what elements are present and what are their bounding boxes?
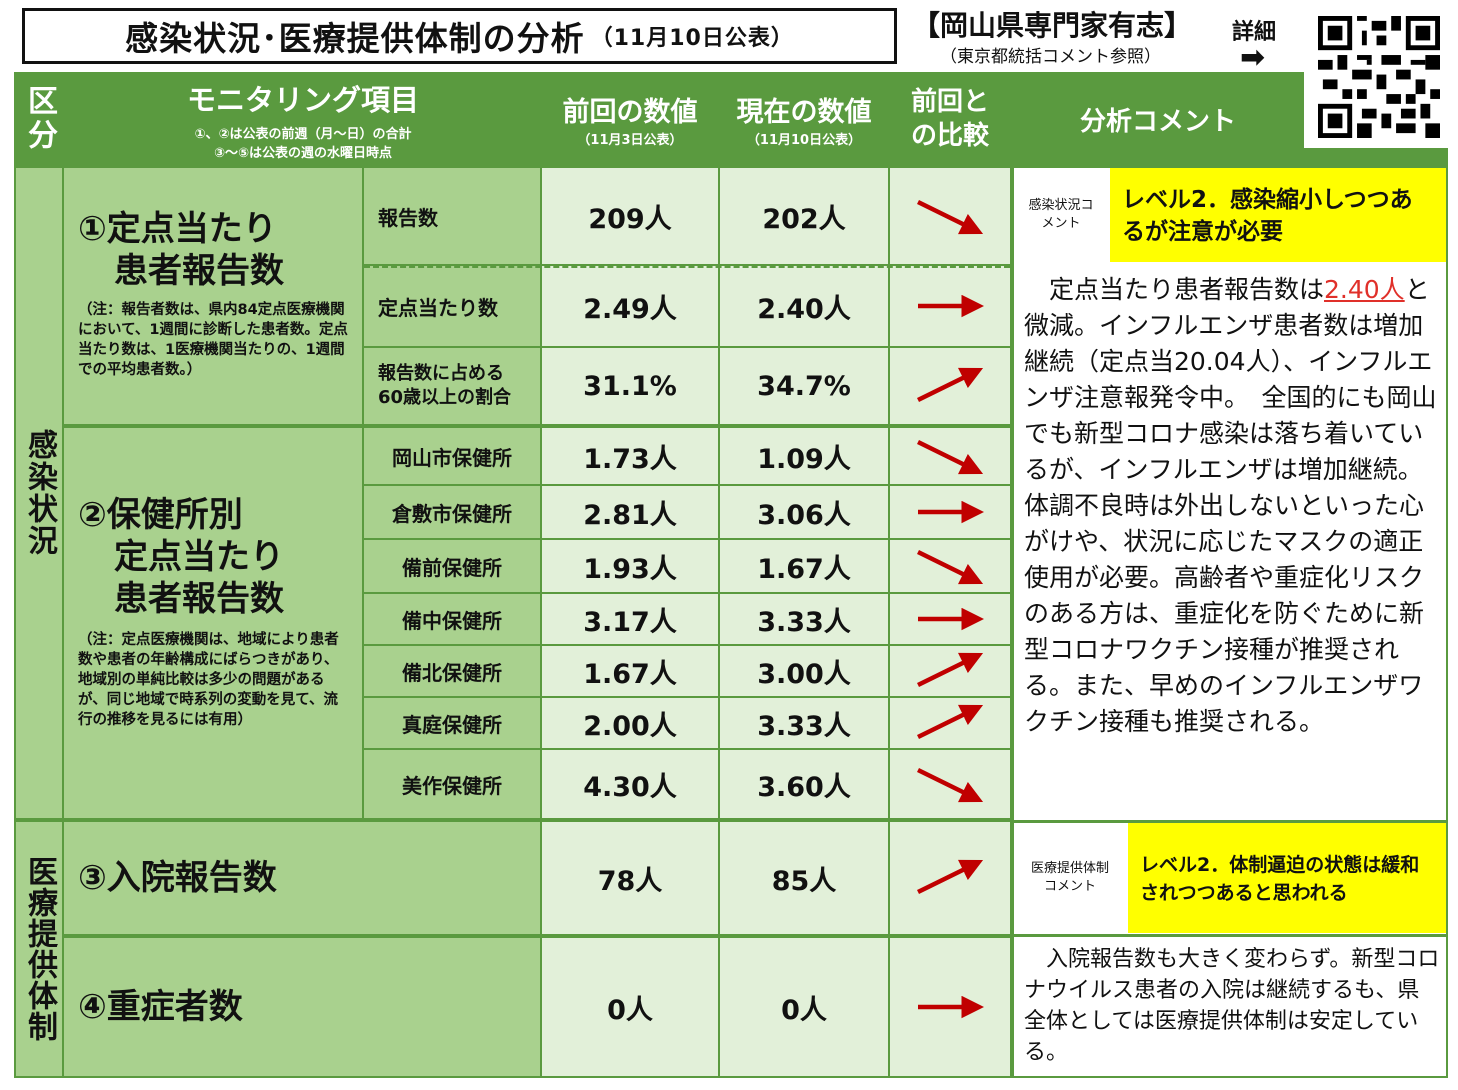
infection-level: レベル2．感染縮小しつつあるが注意が必要 xyxy=(1110,168,1446,262)
prev-value: 78人 xyxy=(542,822,718,934)
row-label: 美作保健所 xyxy=(364,750,540,818)
prev-value: 1.93人 xyxy=(542,540,718,592)
expert-title: 【岡山県専門家有志】 xyxy=(912,9,1193,42)
curr-value: 3.33人 xyxy=(720,594,888,644)
item2-title-line2: 定点当たり xyxy=(114,537,284,577)
trend-arrow-down-icon xyxy=(917,199,984,235)
row-label: 倉敷市保健所 xyxy=(364,486,540,538)
prev-value: 4.30人 xyxy=(542,750,718,818)
prev-value: 2.81人 xyxy=(542,486,718,538)
prev-value: 2.49人 xyxy=(542,266,718,346)
curr-value: 1.09人 xyxy=(720,428,888,484)
infection-comment-label: 感染状況コメント xyxy=(1014,168,1108,262)
curr-value: 34.7% xyxy=(720,348,888,424)
curr-value: 2.40人 xyxy=(720,266,888,346)
row-label: 岡山市保健所 xyxy=(364,428,540,484)
curr-value: 3.60人 xyxy=(720,750,888,818)
trend-arrow-up-icon xyxy=(917,367,984,403)
curr-value: 1.67人 xyxy=(720,540,888,592)
curr-value: 3.33人 xyxy=(720,698,888,748)
prev-value: 2.00人 xyxy=(542,698,718,748)
item4-title: ④重症者数 xyxy=(78,987,243,1027)
item2-title-line1: ②保健所別 xyxy=(78,495,243,535)
trend-arrow-down-icon xyxy=(917,549,984,585)
trend-arrow-down-icon xyxy=(917,767,984,803)
medical-comment-label: 医療提供体制コメント xyxy=(1014,823,1126,933)
item2-note: （注：定点医療機関は、地域により患者数や患者の年齢構成にばらつきがあり、地域別の… xyxy=(78,632,339,728)
item4-block: ④重症者数 xyxy=(64,938,540,1076)
qr-code-icon[interactable] xyxy=(1318,16,1440,138)
medical-comment-text: 入院報告数も大きく変わらず。新型コロナウイルス患者の入院は継続するも、県全体とし… xyxy=(1024,947,1440,1065)
prev-value: 1.67人 xyxy=(542,646,718,696)
trend-arrow-up-icon xyxy=(917,859,984,895)
header-comment: 分析コメント xyxy=(1012,72,1304,166)
item1-title-line2: 患者報告数 xyxy=(114,251,284,291)
prev-value: 3.17人 xyxy=(542,594,718,644)
section-medical: 医療提供体制 xyxy=(16,822,62,1076)
curr-value: 202人 xyxy=(720,168,888,264)
page-title: 感染状況･医療提供体制の分析 （11月10日公表） xyxy=(22,8,897,64)
expert-subtitle: （東京都統括コメント参照） xyxy=(940,47,1161,67)
curr-value: 85人 xyxy=(720,822,888,934)
item2-block: ②保健所別 定点当たり 患者報告数 （注：定点医療機関は、地域により患者数や患者… xyxy=(64,428,362,818)
item3-block: ③入院報告数 xyxy=(64,822,540,934)
row-label: 備北保健所 xyxy=(364,646,540,696)
header-monitoring-item: モニタリング項目 ①、②は公表の前週（月～日）の合計 ③～⑤は公表の週の水曜日時… xyxy=(66,72,540,166)
medical-level: レベル2．体制逼迫の状態は緩和されつつあると思われる xyxy=(1128,823,1446,933)
prev-value: 209人 xyxy=(542,168,718,264)
curr-value: 0人 xyxy=(720,938,888,1076)
header-compare: 前回との比較 xyxy=(890,72,1010,166)
detail-label: 詳細 xyxy=(1232,20,1277,45)
trend-arrow-up-icon xyxy=(917,652,984,688)
arrow-right-icon: ➡ xyxy=(1240,40,1266,75)
item1-block: ①定点当たり 患者報告数 （注：報告者数は、県内84定点医療機関において、1週間… xyxy=(64,168,362,424)
highlight-value: 2.40人 xyxy=(1324,275,1405,304)
row-label: 報告数 xyxy=(364,168,540,264)
header-category: 区分 xyxy=(14,72,64,166)
infection-comment-text: 定点当たり患者報告数は2.40人と微減。インフルエンザ患者数は増加継続（定点当2… xyxy=(1024,275,1437,736)
prev-value: 1.73人 xyxy=(542,428,718,484)
section-infection: 感染状況 xyxy=(16,168,62,818)
trend-arrow-up-icon xyxy=(917,704,984,740)
curr-value: 3.00人 xyxy=(720,646,888,696)
item1-note: （注：報告者数は、県内84定点医療機関において、1週間に診断した患者数。定点当た… xyxy=(78,302,348,378)
prev-value: 31.1% xyxy=(542,348,718,424)
trend-arrow-down-icon xyxy=(917,439,984,475)
item3-title: ③入院報告数 xyxy=(78,858,277,898)
row-label: 備中保健所 xyxy=(364,594,540,644)
row-label: 定点当たり数 xyxy=(364,266,540,346)
row-label: 真庭保健所 xyxy=(364,698,540,748)
header-current-value: 現在の数値 （11月10日公表） xyxy=(720,72,888,166)
header-previous-value: 前回の数値 （11月3日公表） xyxy=(542,72,718,166)
curr-value: 3.06人 xyxy=(720,486,888,538)
row-label: 備前保健所 xyxy=(364,540,540,592)
item1-title-line1: ①定点当たり xyxy=(78,209,277,249)
row-label: 報告数に占める60歳以上の割合 xyxy=(364,348,540,424)
prev-value: 0人 xyxy=(542,938,718,1076)
item2-title-line3: 患者報告数 xyxy=(114,579,284,619)
